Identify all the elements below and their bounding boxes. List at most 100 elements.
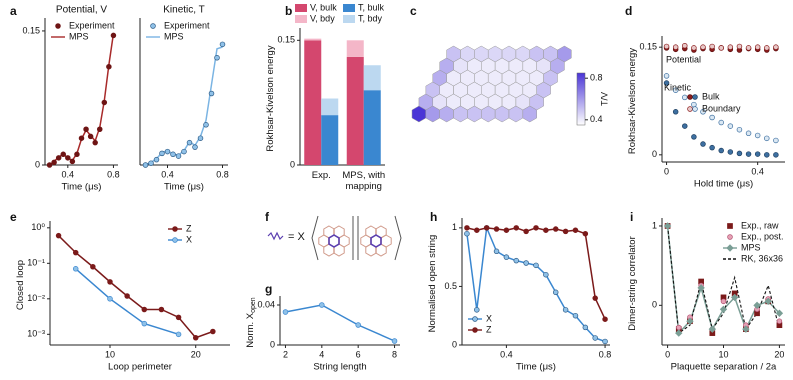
marker	[148, 160, 154, 166]
legend-marker	[472, 327, 478, 333]
annotation: Kinetic	[664, 82, 692, 92]
marker	[153, 156, 160, 163]
series-line	[285, 304, 395, 342]
x-axis-label: Plaquette separation / 2a	[671, 362, 777, 373]
marker	[764, 45, 770, 51]
marker	[83, 126, 89, 132]
legend-label: Exp., post.	[741, 231, 784, 241]
marker	[208, 90, 215, 97]
x-tick-label: 0.8	[216, 169, 229, 179]
x-axis-label: Time (μs)	[62, 182, 102, 193]
legend-swatch	[343, 4, 355, 12]
marker	[107, 296, 113, 302]
diagram-f: f = X	[265, 210, 402, 261]
legend-label: T, bulk	[358, 2, 385, 12]
marker	[513, 257, 520, 264]
marker	[464, 230, 470, 237]
marker	[709, 144, 715, 151]
marker	[727, 123, 734, 129]
marker	[533, 225, 539, 231]
series-line	[667, 225, 780, 335]
marker	[718, 119, 724, 126]
marker	[709, 43, 715, 50]
marker	[107, 279, 113, 285]
marker	[186, 139, 193, 146]
x-tick-label: 10	[718, 349, 728, 359]
marker	[663, 222, 672, 230]
marker	[691, 134, 697, 140]
marker	[719, 305, 728, 313]
marker	[736, 126, 743, 133]
y-tick-label: 0.15	[277, 35, 295, 45]
bar-segment	[346, 56, 364, 165]
marker	[572, 227, 579, 233]
y-axis-label-text: Normalised open string	[427, 235, 438, 333]
marker	[718, 147, 724, 154]
x-tick-label: 0.4	[161, 169, 174, 179]
marker	[543, 227, 549, 233]
marker	[319, 302, 325, 308]
legend-marker	[55, 23, 61, 29]
marker	[503, 227, 510, 233]
marker	[124, 293, 130, 299]
marker	[700, 109, 706, 115]
marker	[720, 298, 727, 305]
y-axis-label-subscript: open	[250, 297, 257, 313]
marker	[764, 152, 770, 158]
legend-label: V, bdy	[310, 13, 335, 23]
marker	[592, 295, 598, 301]
panel-label: e	[10, 210, 17, 224]
legend-marker	[172, 237, 178, 243]
marker	[192, 144, 198, 150]
marker	[197, 135, 204, 141]
marker	[87, 133, 94, 140]
marker	[391, 338, 398, 344]
legend-swatch	[343, 15, 355, 23]
marker	[582, 230, 589, 237]
marker	[164, 148, 171, 155]
y-tick-label: 0	[270, 339, 275, 349]
colorbar-label: T/V	[599, 92, 609, 106]
legend-label: Experiment	[164, 20, 210, 30]
marker	[181, 148, 187, 155]
marker	[474, 307, 480, 313]
y-tick-label: 0	[452, 339, 457, 349]
series-line	[466, 227, 606, 320]
x-axis-label: Hold time (μs)	[694, 179, 753, 190]
marker	[754, 132, 761, 139]
panel-label: i	[630, 210, 633, 224]
marker	[552, 226, 559, 232]
marker	[158, 306, 165, 313]
legend-marker	[692, 94, 698, 100]
marker	[159, 150, 165, 157]
x-tick-label: 0.4	[500, 349, 513, 359]
marker	[543, 271, 549, 278]
legend-label: Exp., raw	[741, 220, 779, 230]
panel-label: f	[265, 210, 270, 224]
y-axis-label: Closed loop	[15, 260, 26, 310]
marker	[776, 318, 783, 324]
marker	[175, 331, 182, 338]
y-axis-label-text: Rokhsar-Kivelson energy	[627, 48, 638, 154]
marker	[192, 335, 199, 341]
marker	[672, 87, 679, 93]
marker	[219, 41, 226, 48]
lattice-icon	[360, 225, 392, 257]
marker	[483, 225, 490, 231]
annotation: Potential	[666, 54, 701, 64]
x-axis-label: Loop perimeter	[108, 362, 172, 373]
marker	[72, 249, 79, 256]
marker	[51, 159, 57, 166]
marker	[60, 151, 66, 158]
colorbar	[576, 72, 586, 126]
marker	[523, 228, 529, 235]
legend-label: MPS	[69, 31, 89, 41]
marker	[355, 322, 361, 328]
y-tick-label: 0.15	[639, 42, 657, 52]
bar-segment	[304, 38, 322, 41]
marker	[727, 44, 734, 50]
y-axis-label-text: Closed loop	[15, 260, 26, 310]
marker	[745, 45, 752, 51]
series-line	[666, 225, 780, 335]
